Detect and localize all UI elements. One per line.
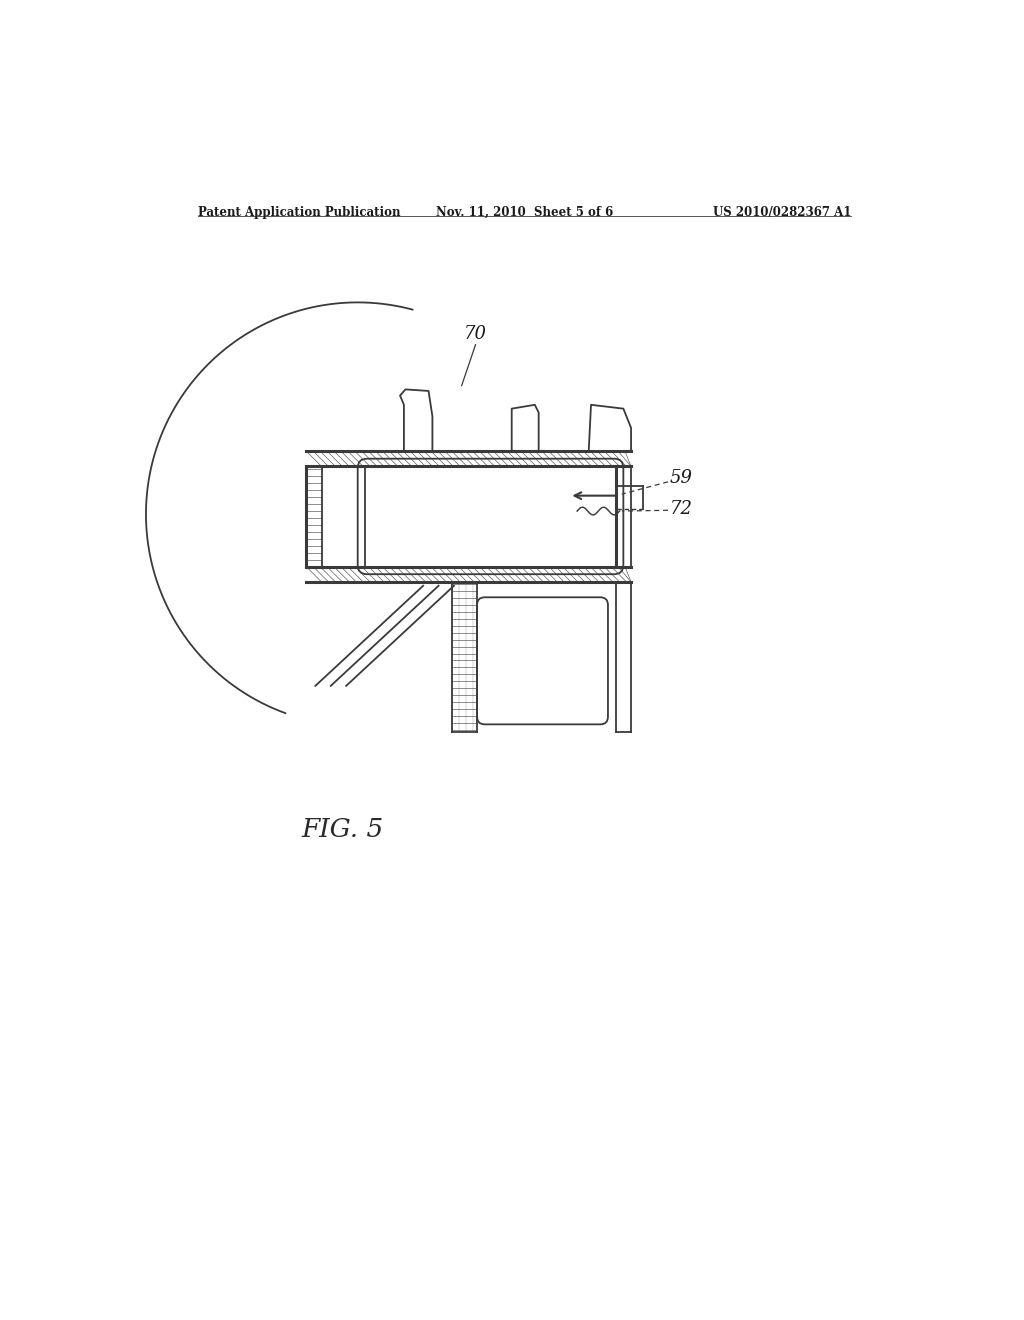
Text: 70: 70 [464,325,487,343]
Text: Patent Application Publication: Patent Application Publication [199,206,400,219]
Text: US 2010/0282367 A1: US 2010/0282367 A1 [713,206,851,219]
Text: Nov. 11, 2010  Sheet 5 of 6: Nov. 11, 2010 Sheet 5 of 6 [436,206,613,219]
Text: 72: 72 [670,500,692,517]
Text: FIG. 5: FIG. 5 [301,817,384,842]
Text: 59: 59 [670,469,692,487]
